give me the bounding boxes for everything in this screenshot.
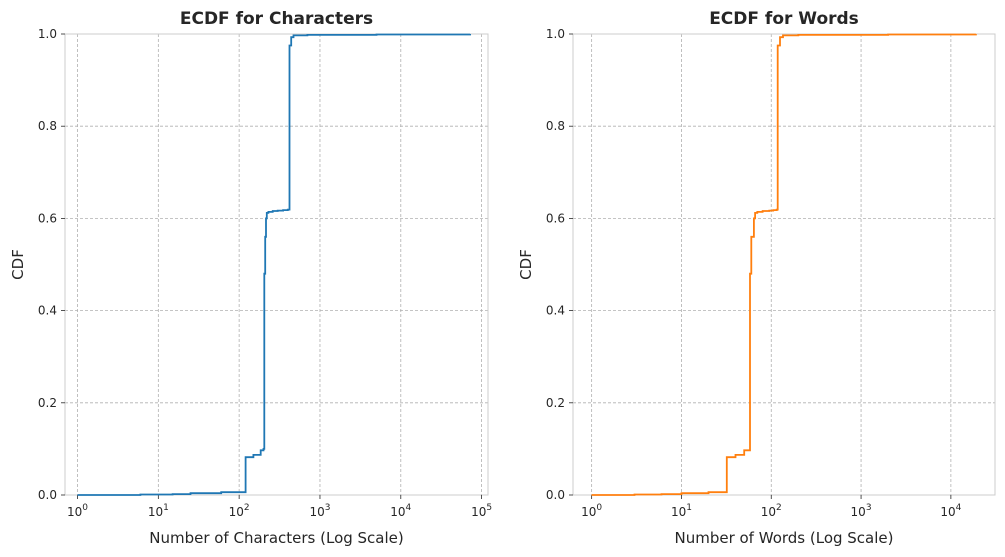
- characters-x-tick-label: 101: [148, 503, 169, 519]
- characters-y-tick-label: 0.6: [38, 211, 57, 225]
- words-x-tick-label: 103: [851, 503, 872, 519]
- words-y-tick-label: 0.2: [546, 396, 565, 410]
- characters-x-axis-label: Number of Characters (Log Scale): [149, 529, 404, 547]
- words-y-tick-label: 0.0: [546, 488, 565, 502]
- words-ecdf-panel: 100 101 102 103 104 0.0 0.2 0.4 0.6 0.8 1.0 ECDF fo…: [517, 9, 996, 547]
- words-y-tick-label: 1.0: [546, 27, 565, 41]
- words-y-tick-label: 0.4: [546, 304, 565, 318]
- words-plot-frame: [572, 33, 996, 496]
- words-y-tick-label: 0.8: [546, 119, 565, 133]
- characters-y-tick-label: 0.8: [38, 119, 57, 133]
- characters-y-tick-label: 0.0: [38, 488, 57, 502]
- characters-chart-title: ECDF for Characters: [180, 9, 373, 29]
- characters-x-tick-label: 105: [471, 503, 492, 519]
- characters-x-tick-label: 103: [309, 503, 330, 519]
- words-y-axis-label: CDF: [517, 249, 535, 280]
- words-x-tick-label: 101: [671, 503, 692, 519]
- words-x-tick-label: 100: [581, 503, 602, 519]
- characters-x-tick-label: 102: [229, 503, 250, 519]
- characters-x-tick-label: 104: [390, 503, 411, 519]
- characters-x-tick-label: 100: [67, 503, 88, 519]
- characters-ecdf-line: [77, 33, 471, 496]
- characters-ecdf-panel: 100 101 102 103 104 105 0.0 0.2 0.4 0.6 0.8 1.0 ECDF…: [9, 9, 492, 547]
- characters-y-tick-label: 0.2: [38, 396, 57, 410]
- characters-y-tick-label: 0.4: [38, 304, 57, 318]
- words-ecdf-line: [591, 33, 977, 496]
- characters-y-tick-label: 1.0: [38, 27, 57, 41]
- words-chart-title: ECDF for Words: [709, 9, 859, 29]
- characters-plot-frame: [64, 33, 489, 496]
- characters-y-axis-label: CDF: [9, 249, 27, 280]
- words-x-tick-label: 102: [761, 503, 782, 519]
- words-x-axis-label: Number of Words (Log Scale): [674, 529, 893, 547]
- words-x-tick-label: 104: [940, 503, 961, 519]
- words-y-tick-label: 0.6: [546, 211, 565, 225]
